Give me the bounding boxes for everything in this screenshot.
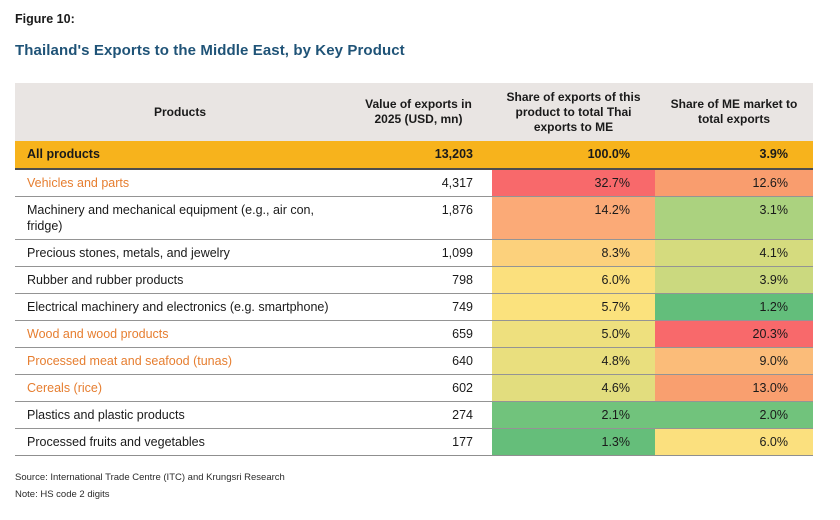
share-thai-exports-cell: 2.1% bbox=[492, 401, 655, 429]
product-name-cell: Rubber and rubber products bbox=[15, 266, 345, 294]
export-value-cell: 274 bbox=[345, 401, 492, 429]
table-row: Plastics and plastic products 274 2.1% 2.0% bbox=[15, 401, 813, 429]
share-me-market-cell: 2.0% bbox=[655, 401, 813, 429]
share-me-market-cell: 3.1% bbox=[655, 196, 813, 240]
table-row: Vehicles and parts 4,317 32.7% 12.6% bbox=[15, 169, 813, 197]
table-row: Electrical machinery and electronics (e.… bbox=[15, 293, 813, 321]
table-row: Machinery and mechanical equipment (e.g.… bbox=[15, 196, 813, 240]
share-thai-exports-cell: 4.6% bbox=[492, 374, 655, 402]
share-thai-exports-cell: 5.7% bbox=[492, 293, 655, 321]
export-value-cell: 640 bbox=[345, 347, 492, 375]
export-value-cell: 749 bbox=[345, 293, 492, 321]
product-name-cell: Wood and wood products bbox=[15, 320, 345, 348]
share-me-market-cell: 3.9% bbox=[655, 266, 813, 294]
share-thai-exports-cell: 5.0% bbox=[492, 320, 655, 348]
product-name-cell: Plastics and plastic products bbox=[15, 401, 345, 429]
total-value: 13,203 bbox=[345, 141, 492, 170]
export-value-cell: 1,876 bbox=[345, 196, 492, 240]
table-body: All products 13,203 100.0% 3.9% Vehicles… bbox=[15, 141, 813, 456]
export-value-cell: 1,099 bbox=[345, 239, 492, 267]
header-row: Products Value of exports in 2025 (USD, … bbox=[15, 83, 813, 141]
export-value-cell: 659 bbox=[345, 320, 492, 348]
product-name-cell: Processed meat and seafood (tunas) bbox=[15, 347, 345, 375]
hs-code-note: Note: HS code 2 digits bbox=[15, 488, 110, 500]
header-products: Products bbox=[15, 83, 345, 141]
share-thai-exports-cell: 6.0% bbox=[492, 266, 655, 294]
footer: Source: International Trade Centre (ITC)… bbox=[15, 470, 825, 503]
total-share-me: 3.9% bbox=[655, 141, 813, 170]
product-name-cell: Electrical machinery and electronics (e.… bbox=[15, 293, 345, 321]
source-note: Source: International Trade Centre (ITC)… bbox=[15, 472, 285, 483]
table-row: Processed fruits and vegetables 177 1.3% 6.… bbox=[15, 428, 813, 456]
product-name-cell: Vehicles and parts bbox=[15, 169, 345, 197]
table-row: Precious stones, metals, and jewelry 1,09… bbox=[15, 239, 813, 267]
table-row: Processed meat and seafood (tunas) 640 4.8… bbox=[15, 347, 813, 375]
header-share-me: Share of ME market to total exports bbox=[655, 83, 813, 141]
share-me-market-cell: 4.1% bbox=[655, 239, 813, 267]
table-row: Wood and wood products 659 5.0% 20.3% bbox=[15, 320, 813, 348]
product-name-cell: Precious stones, metals, and jewelry bbox=[15, 239, 345, 267]
share-thai-exports-cell: 32.7% bbox=[492, 169, 655, 197]
share-me-market-cell: 1.2% bbox=[655, 293, 813, 321]
table-header: Products Value of exports in 2025 (USD, … bbox=[15, 83, 813, 141]
page-title: Thailand's Exports to the Middle East, b… bbox=[15, 42, 405, 59]
share-me-market-cell: 20.3% bbox=[655, 320, 813, 348]
table-row: Rubber and rubber products 798 6.0% 3.9% bbox=[15, 266, 813, 294]
total-product-label: All products bbox=[15, 141, 345, 170]
total-row: All products 13,203 100.0% 3.9% bbox=[15, 141, 813, 170]
export-value-cell: 602 bbox=[345, 374, 492, 402]
export-value-cell: 798 bbox=[345, 266, 492, 294]
figure-label: Figure 10: bbox=[15, 12, 75, 26]
product-name-cell: Machinery and mechanical equipment (e.g.… bbox=[15, 196, 345, 240]
share-thai-exports-cell: 1.3% bbox=[492, 428, 655, 456]
total-share-thai: 100.0% bbox=[492, 141, 655, 170]
share-me-market-cell: 12.6% bbox=[655, 169, 813, 197]
header-share-thai: Share of exports of this product to tota… bbox=[492, 83, 655, 141]
table-row: Cereals (rice) 602 4.6% 13.0% bbox=[15, 374, 813, 402]
export-value-cell: 4,317 bbox=[345, 169, 492, 197]
share-me-market-cell: 6.0% bbox=[655, 428, 813, 456]
exports-table: Products Value of exports in 2025 (USD, … bbox=[15, 83, 813, 456]
product-name-cell: Cereals (rice) bbox=[15, 374, 345, 402]
share-thai-exports-cell: 4.8% bbox=[492, 347, 655, 375]
header-value: Value of exports in 2025 (USD, mn) bbox=[345, 83, 492, 141]
share-me-market-cell: 13.0% bbox=[655, 374, 813, 402]
export-value-cell: 177 bbox=[345, 428, 492, 456]
product-name-cell: Processed fruits and vegetables bbox=[15, 428, 345, 456]
share-thai-exports-cell: 8.3% bbox=[492, 239, 655, 267]
share-thai-exports-cell: 14.2% bbox=[492, 196, 655, 240]
share-me-market-cell: 9.0% bbox=[655, 347, 813, 375]
